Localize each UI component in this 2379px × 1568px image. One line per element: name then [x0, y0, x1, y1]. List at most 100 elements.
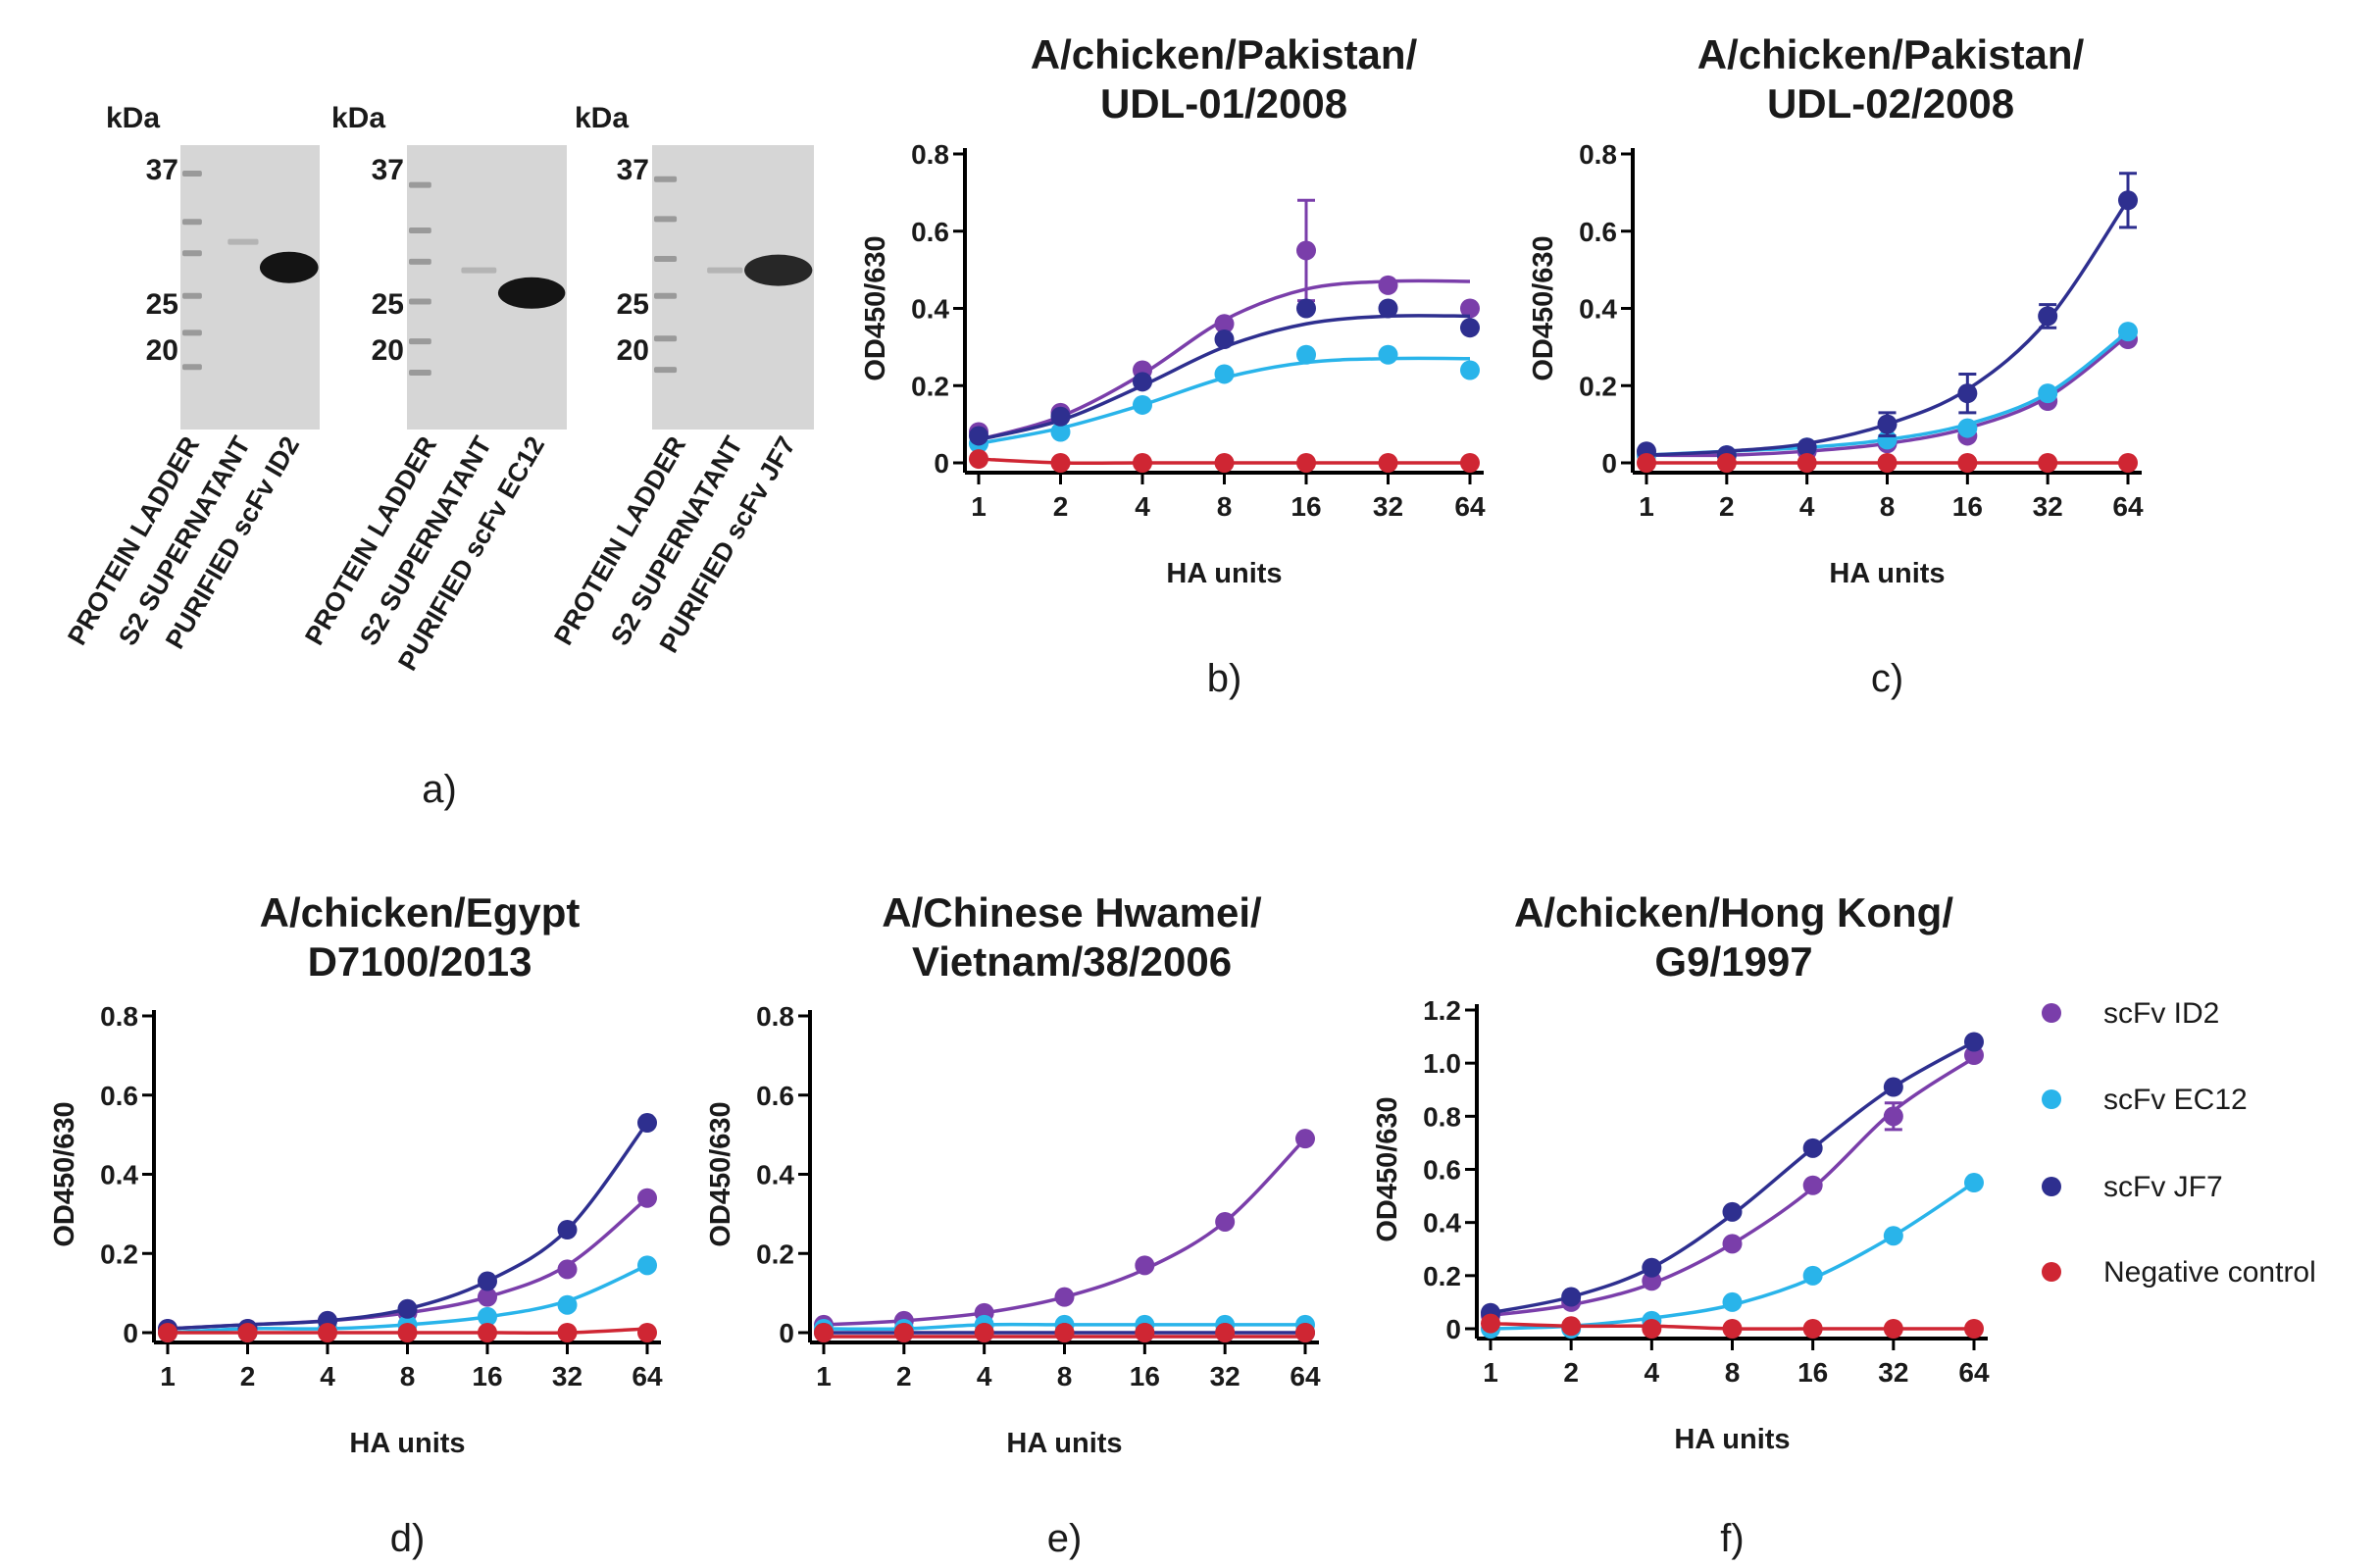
chart-panel-f-series-scfv-id2-point-5: [1883, 1106, 1903, 1127]
chart-panel-b-series-scfv-jf7-point-1: [1050, 406, 1071, 427]
gel-2-marker-37: 37: [372, 154, 404, 186]
gel-3-image: [652, 145, 814, 430]
gel-2-marker-25: 25: [372, 288, 404, 321]
panel-label-a: a): [422, 768, 457, 811]
chart-panel-b-series-negative-control-point-3: [1214, 453, 1235, 473]
chart-panel-b-series-scfv-jf7-point-3: [1214, 329, 1235, 349]
legend-item-scfv-id2: scFv ID2: [2042, 997, 2219, 1030]
chart-panel-f-y-tick-label-5: 1.0: [1423, 1048, 1461, 1079]
gel-3-marker-20: 20: [617, 334, 649, 367]
chart-panel-e-y-tick-label-3: 0.6: [756, 1081, 794, 1111]
chart-panel-d-x-tick-label-1: 2: [240, 1361, 256, 1391]
chart-panel-d-series-negative-control-point-3: [397, 1323, 418, 1342]
chart-panel-b-x-axis-label: HA units: [1166, 558, 1282, 589]
chart-panel-d-y-tick-label-0: 0: [123, 1318, 138, 1348]
gel-3-bands-supernatant-band: [707, 267, 743, 274]
chart-panel-d-series-scfv-jf7-point-5: [557, 1220, 578, 1240]
chart-panel-f-series-negative-control-point-3: [1722, 1319, 1743, 1339]
chart-panel-e-series-negative-control-point-2: [974, 1323, 994, 1342]
chart-panel-b-series-scfv-jf7-point-0: [969, 426, 988, 446]
chart-panel-c-series-scfv-ec12-point-4: [1957, 418, 1978, 438]
chart-panel-b-series-scfv-ec12-point-1: [1050, 422, 1071, 442]
chart-panel-f-series-negative-control-point-4: [1802, 1319, 1823, 1339]
chart-panel-f: A/chicken/Hong Kong/G9/1997 0 0.2 0.4 0.6 0.8…: [1372, 889, 1990, 1560]
chart-panel-c-series-negative-control-point-2: [1797, 453, 1817, 473]
chart-panel-f-series-negative-control-point-5: [1883, 1319, 1903, 1339]
gel-1-bands-purified-band: [259, 251, 319, 283]
chart-panel-b-panel-label: b): [1207, 657, 1242, 700]
chart-panel-d-series-scfv-jf7-point-6: [637, 1113, 657, 1134]
chart-panel-f-x-tick-label-5: 32: [1878, 1357, 1908, 1388]
chart-panel-f-x-tick-label-2: 4: [1645, 1357, 1660, 1388]
legend-item-scfv-jf7: scFv JF7: [2042, 1171, 2223, 1203]
chart-panel-b-series-negative-control-point-4: [1296, 453, 1316, 473]
chart-panel-b-series-negative-control-point-1: [1050, 453, 1071, 473]
chart-panel-c-series-negative-control-point-0: [1637, 453, 1656, 473]
gel-3-marker-25: 25: [617, 288, 649, 321]
chart-panel-e-panel-label: e): [1047, 1517, 1083, 1560]
chart-panel-c-x-tick-label-0: 1: [1639, 491, 1654, 522]
chart-panel-e: A/Chinese Hwamei/Vietnam/38/2006 0 0.2 0.4 0…: [705, 889, 1321, 1560]
chart-panel-d-series-scfv-id2-point-5: [557, 1259, 578, 1280]
chart-panel-c-x-tick-label-6: 64: [2112, 491, 2144, 522]
chart-panel-c-series-scfv-ec12-point-6: [2118, 322, 2138, 342]
legend-label-scfv-jf7: scFv JF7: [2103, 1171, 2223, 1203]
chart-panel-b-series-scfv-jf7-point-6: [1460, 318, 1480, 338]
chart-panel-f-series-scfv-jf7-point-3: [1722, 1201, 1743, 1222]
gel-2-unit-label: kDa: [331, 102, 385, 134]
chart-panel-b-series-scfv-id2-point-4: [1296, 240, 1316, 261]
chart-panel-b-series-scfv-jf7-point-2: [1133, 372, 1152, 392]
chart-panel-d-y-tick-label-4: 0.8: [100, 1001, 138, 1032]
chart-panel-f-series-scfv-id2-fit-line: [1490, 1056, 1975, 1318]
chart-panel-d-series-scfv-jf7-point-3: [397, 1298, 418, 1319]
chart-panel-c-series-negative-control-point-5: [2038, 453, 2058, 473]
chart-panel-d-x-tick-label-3: 8: [400, 1361, 416, 1391]
gel-3-bands-ladder-band-2: [654, 216, 678, 223]
chart-panel-d-series-negative-control-point-0: [158, 1323, 177, 1342]
gel-2-bands-ladder-band-5: [409, 338, 431, 345]
legend-marker-scfv-ec12: [2042, 1089, 2061, 1109]
gel-1-marker-25: 25: [146, 288, 178, 321]
gel-panel: kDa 37 25 20 PROTEIN LADDER S2 SUPERNATA…: [62, 102, 814, 811]
chart-panel-f-y-tick-label-4: 0.8: [1423, 1101, 1461, 1132]
chart-panel-b-x-tick-label-1: 2: [1053, 491, 1069, 522]
chart-panel-f-title-line-1: A/chicken/Hong Kong/: [1514, 889, 1953, 936]
chart-panel-e-x-tick-label-1: 2: [896, 1361, 912, 1391]
chart-panel-e-y-tick-label-2: 0.4: [756, 1160, 794, 1190]
gel-1-marker-37: 37: [146, 154, 178, 186]
legend-label-scfv-id2: scFv ID2: [2103, 997, 2219, 1030]
chart-panel-b-x-tick-label-0: 1: [971, 491, 987, 522]
chart-panel-f-series-scfv-jf7-point-2: [1642, 1257, 1662, 1278]
chart-panel-b-x-tick-label-6: 64: [1454, 491, 1486, 522]
chart-panel-f-series-scfv-id2-point-4: [1802, 1175, 1823, 1195]
chart-panel-c-title-line-2: UDL-02/2008: [1767, 80, 2014, 126]
chart-panel-b-x-tick-label-3: 8: [1217, 491, 1233, 522]
chart-panel-f-y-tick-label-1: 0.2: [1423, 1261, 1461, 1291]
gel-1-bands-supernatant-band: [228, 238, 259, 245]
chart-panel-d-series-scfv-ec12-point-5: [557, 1294, 578, 1315]
chart-panel-f-y-tick-label-6: 1.2: [1423, 995, 1461, 1026]
gel-3-bands-ladder-band-5: [654, 335, 678, 342]
chart-panel-c-series-negative-control-point-3: [1877, 453, 1898, 473]
chart-panel-d-series-negative-control-point-4: [478, 1323, 497, 1342]
chart-panel-b-series-negative-control-point-0: [969, 449, 988, 470]
gel-2-bands-purified-band: [497, 277, 566, 309]
chart-panel-c-panel-label: c): [1871, 657, 1903, 700]
legend: scFv ID2 scFv EC12 scFv JF7 Negative con…: [2042, 997, 2316, 1289]
chart-panel-c-series-negative-control-point-6: [2118, 453, 2138, 473]
chart-panel-f-series-scfv-ec12-point-5: [1883, 1226, 1903, 1246]
chart-panel-b-series-scfv-ec12-point-3: [1214, 364, 1235, 384]
gel-2: kDa 37 25 20 PROTEIN LADDER S2 SUPERNATA…: [299, 102, 567, 676]
gel-1-bands-ladder-band-1: [182, 171, 202, 177]
chart-panel-e-x-tick-label-2: 4: [977, 1361, 992, 1391]
gel-3-bands: [654, 176, 813, 374]
chart-panel-c-series-scfv-jf7-point-6: [2118, 190, 2138, 211]
chart-panel-b-y-tick-label-0: 0: [934, 448, 949, 479]
legend-marker-scfv-id2: [2042, 1003, 2061, 1023]
chart-panel-d-series-scfv-id2-point-6: [637, 1188, 657, 1208]
chart-panel-c-title-line-1: A/chicken/Pakistan/: [1697, 31, 2085, 77]
gel-1-bands-ladder-band-5: [182, 329, 202, 336]
gel-2-bands-ladder-band-3: [409, 258, 431, 265]
gel-3-marker-37: 37: [617, 154, 649, 186]
